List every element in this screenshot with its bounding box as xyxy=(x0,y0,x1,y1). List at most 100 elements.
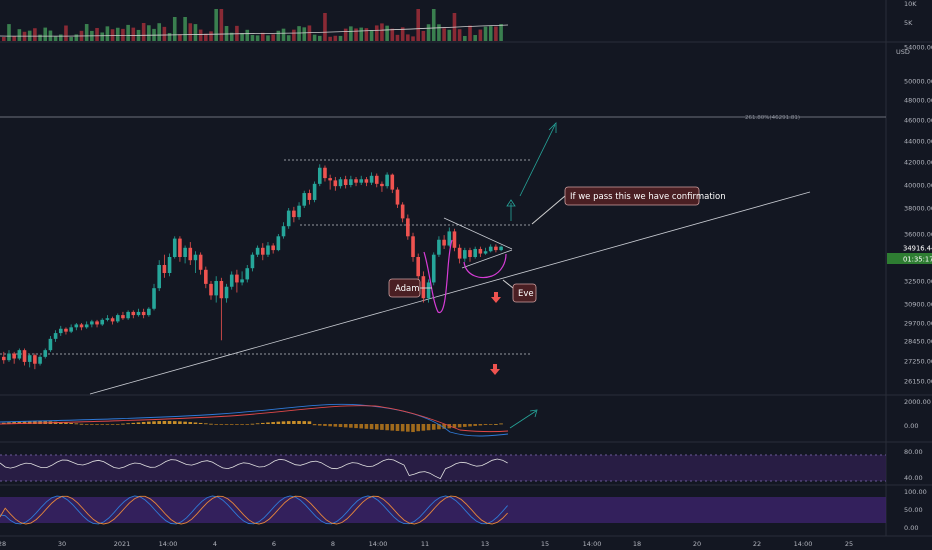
macd-histogram-bar xyxy=(328,424,332,427)
time-tick-label: 15 xyxy=(541,540,549,548)
time-axis[interactable]: 28 30 2021 14:00 4 6 8 14:00 11 13 15 14:00 18 20 22 14… xyxy=(0,540,853,548)
volume-bar xyxy=(157,23,161,41)
volume-bar xyxy=(224,26,229,41)
volume-bar xyxy=(193,24,198,41)
candle-body xyxy=(183,247,187,257)
volume-bar xyxy=(416,9,420,41)
macd-histogram-bar xyxy=(69,422,73,424)
macd-histogram-bar xyxy=(84,424,89,425)
annotation-adam[interactable]: Adam xyxy=(388,278,432,298)
stoch-pane xyxy=(0,495,508,525)
candle-body xyxy=(390,174,395,190)
volume-bar xyxy=(162,26,167,41)
adam-curve xyxy=(423,239,453,314)
stoch-band xyxy=(0,497,886,523)
last-price-label: 34916.44 xyxy=(903,245,932,253)
candle-body xyxy=(90,321,94,325)
volume-bar xyxy=(43,27,48,41)
macd-histogram-bar xyxy=(64,422,68,424)
candle-body xyxy=(457,247,462,259)
macd-histogram-bar xyxy=(27,421,32,424)
candle-body xyxy=(478,248,483,254)
macd-histogram-bar xyxy=(250,423,255,425)
rsi-band xyxy=(0,455,886,481)
candle-body xyxy=(105,318,110,320)
price-tick-label: 50000.00 xyxy=(904,78,932,86)
volume-ma-line xyxy=(0,24,509,37)
macd-histogram-bar xyxy=(385,424,389,431)
candle-body xyxy=(463,250,467,259)
volume-bar xyxy=(483,26,488,41)
last-price-box xyxy=(887,242,932,253)
macd-histogram-bar xyxy=(437,424,441,430)
candle-body xyxy=(271,245,275,251)
volume-bar xyxy=(229,32,234,41)
time-tick-label: 14:00 xyxy=(369,540,388,548)
volume-bar xyxy=(447,29,452,41)
macd-histogram-bar xyxy=(100,424,105,425)
candle-body xyxy=(48,338,53,351)
macd-histogram-bar xyxy=(406,424,410,432)
annotation-confirmation[interactable]: If we pass this we have confirmation xyxy=(531,186,726,225)
candles xyxy=(2,164,503,370)
volume-bar xyxy=(188,23,193,41)
candle-body xyxy=(198,254,203,270)
candle-body xyxy=(74,324,79,328)
volume-bar xyxy=(307,25,312,41)
candle-body xyxy=(442,239,446,246)
candle-body xyxy=(452,231,457,248)
candle-body xyxy=(488,246,493,252)
candle-body xyxy=(499,246,503,251)
macd-pane xyxy=(0,403,538,437)
macd-histogram-bar xyxy=(198,422,203,424)
price-tick-label: 38000.00 xyxy=(904,205,932,213)
volume-bar xyxy=(421,30,426,41)
macd-histogram-bar xyxy=(349,424,353,428)
macd-histogram-bar xyxy=(281,421,286,424)
candle-body xyxy=(214,281,218,296)
time-tick-label: 25 xyxy=(845,540,853,548)
candle-body xyxy=(447,231,452,246)
macd-histogram-bar xyxy=(2,422,6,424)
price-tick-label: 28450.00 xyxy=(904,338,932,346)
eve-curve xyxy=(463,253,507,279)
macd-histogram-bar xyxy=(473,424,477,426)
candle-body xyxy=(131,311,136,316)
volume-bar xyxy=(38,34,42,41)
macd-histogram-bar xyxy=(219,424,224,425)
candle-body xyxy=(297,205,301,218)
candle-body xyxy=(121,315,125,319)
volume-bar xyxy=(478,29,483,41)
volume-bar xyxy=(328,36,332,41)
volume-bar xyxy=(178,34,182,41)
candle-body xyxy=(281,226,286,237)
macd-histogram-bar xyxy=(374,424,379,430)
candle-body xyxy=(152,288,156,309)
macd-histogram-bar xyxy=(369,424,374,430)
candle-body xyxy=(188,247,193,261)
volume-bar xyxy=(369,30,374,41)
time-tick-label: 11 xyxy=(421,540,429,548)
volume-bar xyxy=(141,23,146,41)
volume-bar xyxy=(58,34,63,41)
macd-histogram-bar xyxy=(79,423,84,425)
volume-bar xyxy=(281,28,286,41)
macd-histogram-bar xyxy=(115,424,120,425)
pane-separators xyxy=(0,0,932,537)
macd-histogram-bar xyxy=(333,424,338,427)
price-tick-label: 36000.00 xyxy=(904,231,932,239)
countdown-box xyxy=(887,253,932,264)
time-tick-label: 30 xyxy=(58,540,66,548)
volume-bar xyxy=(33,28,37,41)
macd-histogram-bar xyxy=(488,424,493,425)
candle-body xyxy=(43,350,48,357)
macd-signal-line xyxy=(0,405,509,433)
candle-body xyxy=(167,257,172,273)
indicator-tick-label: 0.00 xyxy=(904,524,918,532)
macd-histogram-bar xyxy=(167,421,172,424)
annotation-confirmation-text: If we pass this we have confirmation xyxy=(570,192,726,202)
annotation-eve[interactable]: Eve xyxy=(502,279,537,303)
drawings-front xyxy=(423,122,557,314)
currency-label: USD xyxy=(896,48,910,56)
